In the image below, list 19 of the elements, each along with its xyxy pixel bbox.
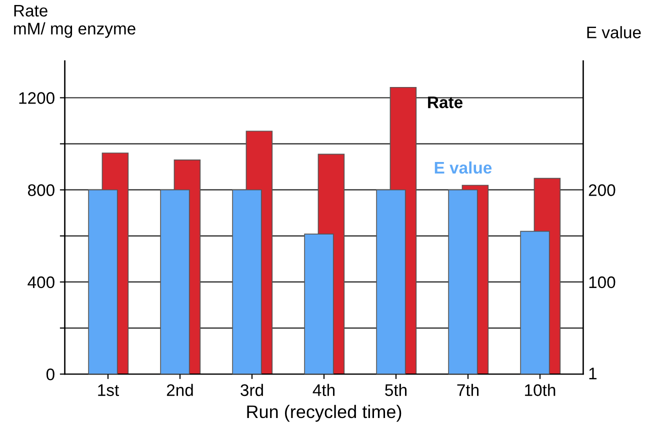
y-tick-label: 800 [28, 184, 54, 196]
x-tick-label: 10th [525, 384, 556, 396]
y-tick-label: 1200 [19, 92, 54, 104]
y-tick-label: 0 [46, 368, 54, 380]
x-tick-label: 4th [312, 384, 335, 396]
x-tick-label: 2nd [166, 384, 193, 396]
series-label: E value [434, 161, 492, 174]
y2-tick-label: 100 [589, 276, 616, 288]
y2-tick-label: 200 [588, 184, 616, 196]
y2-tick-label: 1 [589, 368, 597, 380]
series-label: Rate [428, 96, 463, 108]
y-axis-title: Rate mM/ mg enzyme [14, 4, 136, 38]
x-tick-label: 3rd [240, 384, 263, 396]
x-tick-label: 5th [385, 384, 407, 396]
x-tick-label: 7th [457, 384, 479, 396]
y-tick-label: 400 [28, 276, 54, 288]
x-tick-label: 1st [98, 384, 119, 396]
y2-axis-title: E value [587, 26, 641, 38]
x-axis-title: Run (recycled time) [247, 404, 402, 422]
